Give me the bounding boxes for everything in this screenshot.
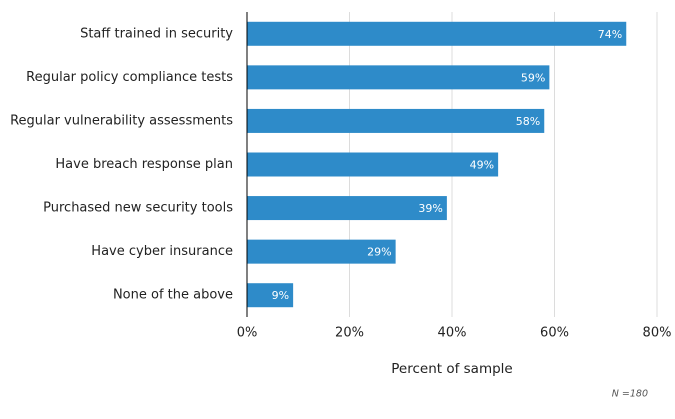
y-tick-label: Regular policy compliance tests: [26, 70, 233, 85]
y-tick-label: Regular vulnerability assessments: [10, 113, 233, 128]
value-label: 59%: [521, 71, 545, 84]
bar: [247, 239, 396, 264]
x-tick-label: 0%: [237, 326, 258, 341]
x-tick-label: 80%: [643, 326, 672, 341]
y-tick-label: Purchased new security tools: [43, 201, 233, 216]
value-label: 58%: [516, 115, 540, 128]
value-label: 74%: [598, 28, 622, 41]
value-label: 39%: [418, 202, 442, 215]
y-tick-label: Staff trained in security: [80, 26, 233, 41]
bar: [247, 283, 294, 308]
bar: [247, 21, 627, 46]
annotation: N =180: [612, 389, 648, 400]
bar: [247, 65, 550, 90]
y-tick-label: None of the above: [113, 288, 233, 303]
value-label: 29%: [367, 246, 391, 259]
x-tick-label: 60%: [540, 326, 569, 341]
bar: [247, 108, 545, 133]
value-label: 9%: [272, 289, 289, 302]
bar: [247, 196, 447, 221]
y-tick-label: Have cyber insurance: [91, 244, 233, 259]
bar: [247, 152, 499, 177]
value-label: 49%: [470, 159, 494, 172]
y-tick-label: Have breach response plan: [55, 157, 233, 172]
x-tick-label: 20%: [335, 326, 364, 341]
x-tick-label: 40%: [438, 326, 467, 341]
x-axis-label: Percent of sample: [391, 361, 512, 377]
